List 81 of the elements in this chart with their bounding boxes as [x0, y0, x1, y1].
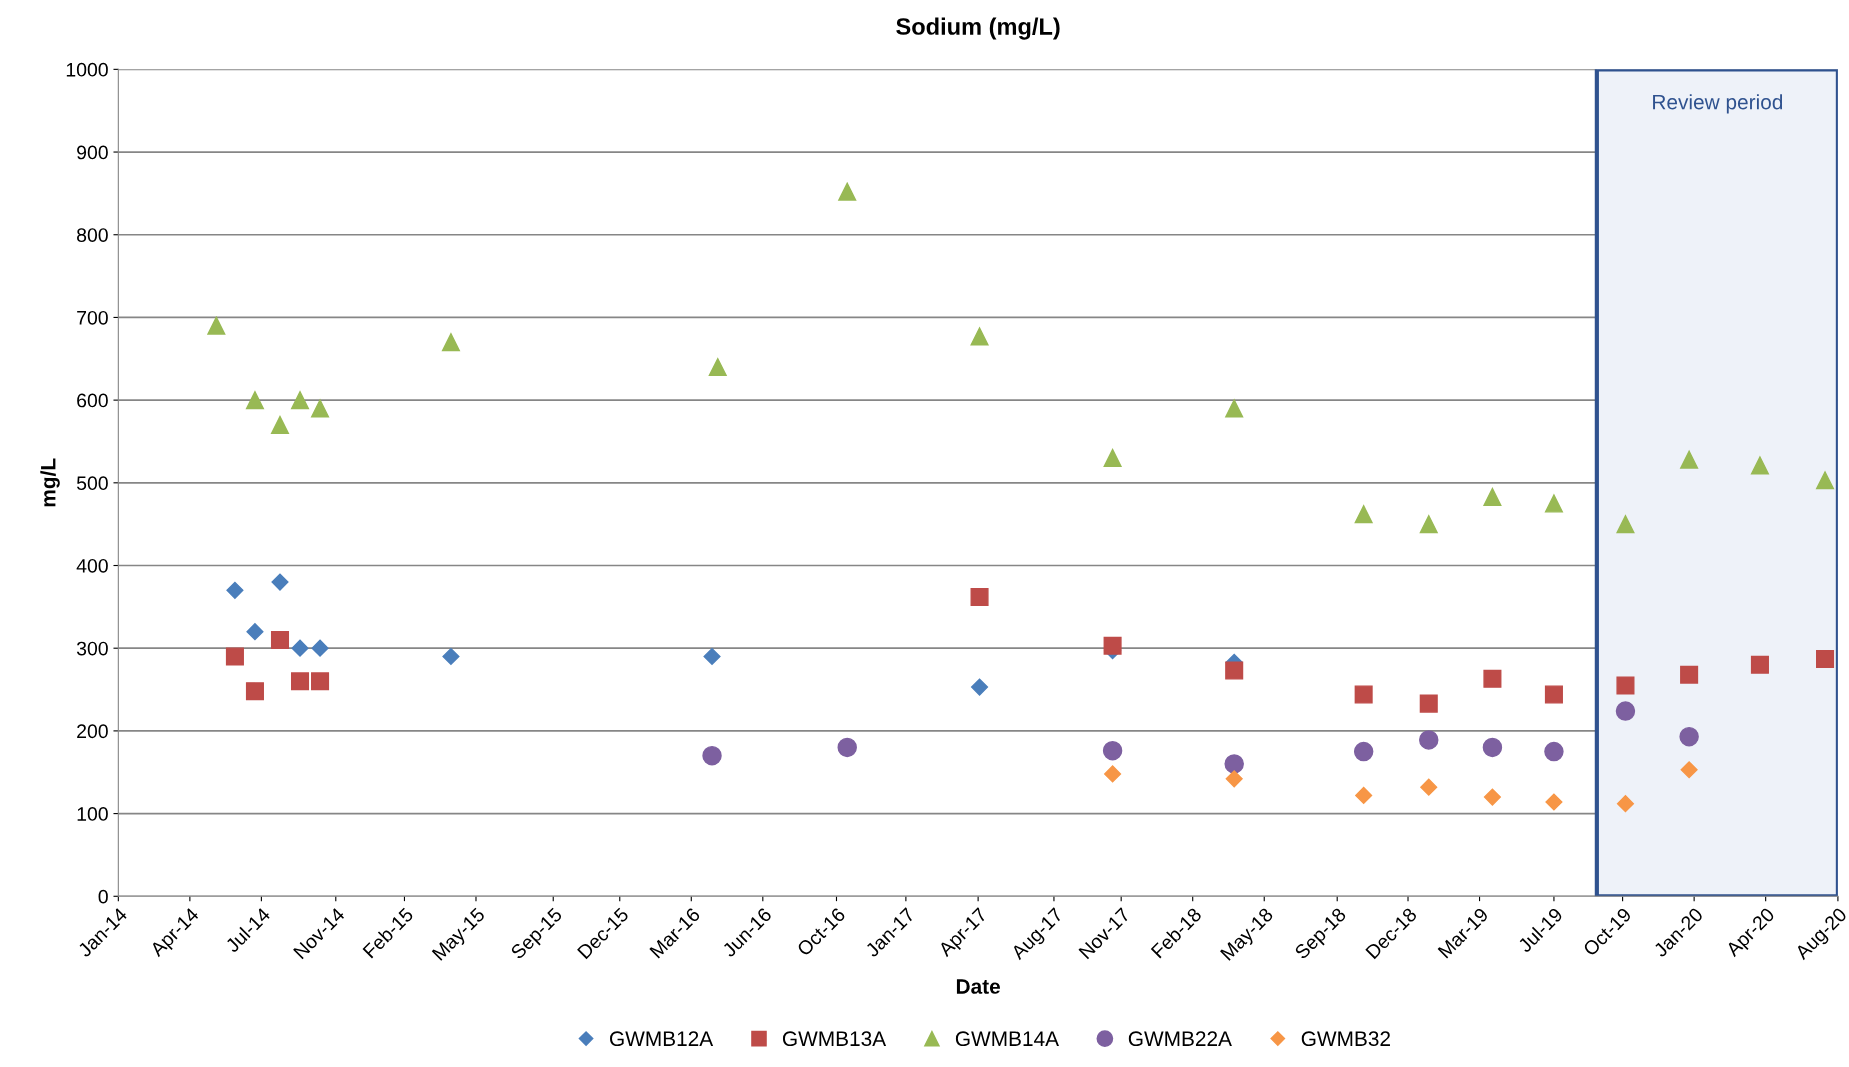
y-tick-label: 500 [76, 476, 108, 491]
point [1103, 636, 1122, 655]
point [1354, 685, 1373, 704]
point [1544, 494, 1563, 513]
y-tick-label: 900 [77, 145, 108, 160]
point [1750, 655, 1769, 674]
point [1103, 448, 1122, 468]
point [1420, 778, 1438, 796]
chart-title: Sodium (mg/L) [896, 17, 1060, 40]
y-tick-label: 800 [77, 228, 108, 242]
point [970, 678, 989, 696]
point [1483, 788, 1501, 806]
point [1104, 765, 1122, 783]
point [1353, 741, 1374, 762]
point [311, 399, 330, 418]
point [1679, 726, 1699, 747]
y-tick-label: 100 [77, 807, 108, 821]
point [1815, 649, 1835, 668]
point [1616, 676, 1635, 695]
y-axis-title: mg/L [40, 458, 60, 507]
point [1544, 685, 1563, 704]
y-tick-label: 200 [77, 724, 108, 739]
point [1544, 741, 1564, 762]
point [970, 587, 989, 606]
y-tick-label: 300 [76, 641, 108, 656]
legend-label: GWMB22A [1128, 1031, 1232, 1047]
point [271, 573, 289, 591]
point [270, 415, 290, 434]
point [1680, 665, 1699, 684]
legend-label: GWMB13A [782, 1031, 887, 1047]
point [290, 672, 310, 691]
point [270, 630, 290, 649]
point [970, 327, 989, 346]
point [1483, 669, 1502, 688]
point [226, 581, 244, 599]
point [702, 745, 722, 766]
y-tick-label: 600 [77, 393, 108, 408]
point [442, 647, 460, 666]
y-tick-label: 1000 [66, 62, 108, 77]
point [1680, 450, 1699, 469]
point [1545, 793, 1563, 811]
point [1419, 515, 1438, 534]
point [1225, 770, 1243, 788]
point [1225, 661, 1244, 680]
point [311, 672, 330, 691]
legend-label: GWMB32 [1301, 1031, 1390, 1047]
legend-label: GWMB12A [610, 1031, 714, 1047]
point [1419, 730, 1439, 750]
point [311, 639, 329, 657]
y-tick-label: 700 [77, 310, 108, 325]
point [291, 639, 309, 657]
point [1815, 471, 1835, 490]
point [1224, 754, 1244, 774]
band-label: Review period [1653, 94, 1783, 114]
point [207, 316, 226, 335]
point [290, 391, 310, 410]
point [441, 333, 460, 352]
point [1225, 399, 1244, 418]
point [1615, 701, 1636, 721]
point [1616, 515, 1635, 534]
point [708, 358, 727, 377]
point [225, 647, 244, 666]
point [1102, 741, 1123, 761]
point [245, 391, 264, 410]
point [837, 737, 857, 758]
x-axis-title: Date [956, 979, 1000, 994]
point [838, 182, 857, 201]
point [1483, 487, 1502, 506]
point [246, 623, 264, 641]
point [245, 682, 264, 701]
point [703, 647, 721, 666]
point [1355, 786, 1373, 804]
legend-label: GWMB14A [955, 1031, 1059, 1047]
point [1354, 505, 1373, 524]
point [1750, 456, 1769, 475]
point [1616, 795, 1635, 813]
point [1482, 737, 1503, 758]
point [1419, 694, 1438, 713]
y-tick-label: 0 [98, 889, 108, 904]
y-tick-label: 400 [76, 558, 108, 573]
point [1680, 761, 1698, 779]
